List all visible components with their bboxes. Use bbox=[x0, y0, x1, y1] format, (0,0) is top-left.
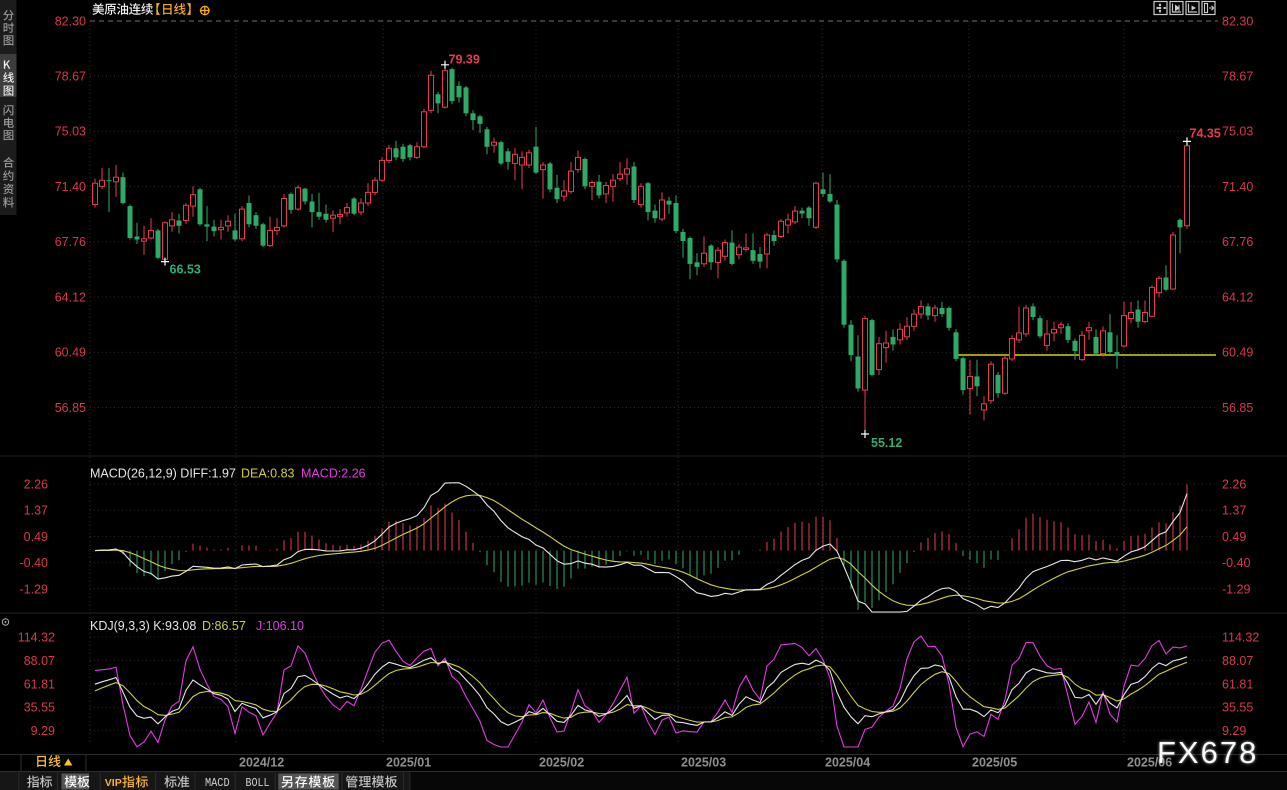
svg-text:82.30: 82.30 bbox=[55, 15, 86, 29]
svg-text:2025/01: 2025/01 bbox=[386, 756, 431, 770]
svg-text:74.35: 74.35 bbox=[1190, 127, 1221, 141]
svg-text:35.55: 35.55 bbox=[24, 701, 55, 715]
svg-text:61.81: 61.81 bbox=[24, 677, 55, 691]
svg-text:56.85: 56.85 bbox=[1222, 401, 1253, 415]
svg-text:78.67: 78.67 bbox=[55, 70, 86, 84]
svg-text:DEA:0.83: DEA:0.83 bbox=[241, 467, 295, 481]
svg-text:2.26: 2.26 bbox=[1222, 478, 1246, 492]
svg-text:82.30: 82.30 bbox=[1222, 15, 1253, 29]
svg-text:MACD:2.26: MACD:2.26 bbox=[301, 467, 366, 481]
svg-text:2024/12: 2024/12 bbox=[239, 756, 284, 770]
svg-text:71.40: 71.40 bbox=[55, 180, 86, 194]
svg-text:1.37: 1.37 bbox=[24, 504, 48, 518]
svg-text:J:106.10: J:106.10 bbox=[256, 619, 304, 633]
svg-text:9.29: 9.29 bbox=[31, 724, 55, 738]
svg-text:78.67: 78.67 bbox=[1222, 70, 1253, 84]
svg-text:0.49: 0.49 bbox=[24, 530, 48, 544]
svg-text:-0.40: -0.40 bbox=[20, 556, 49, 570]
svg-text:35.55: 35.55 bbox=[1222, 701, 1253, 715]
svg-text:88.07: 88.07 bbox=[24, 654, 55, 668]
svg-text:BOLL: BOLL bbox=[246, 777, 270, 790]
svg-text:2025/06: 2025/06 bbox=[1127, 756, 1172, 770]
svg-text:VIP: VIP bbox=[105, 777, 122, 789]
svg-text:64.12: 64.12 bbox=[55, 291, 86, 305]
svg-text:114.32: 114.32 bbox=[18, 631, 55, 645]
svg-text:60.49: 60.49 bbox=[1222, 346, 1253, 360]
svg-text:75.03: 75.03 bbox=[1222, 125, 1253, 139]
svg-text:75.03: 75.03 bbox=[55, 125, 86, 139]
svg-text:9.29: 9.29 bbox=[1222, 724, 1246, 738]
svg-text:67.76: 67.76 bbox=[1222, 235, 1253, 249]
svg-text:79.39: 79.39 bbox=[449, 53, 480, 67]
svg-text:0.49: 0.49 bbox=[1222, 530, 1246, 544]
svg-text:1.37: 1.37 bbox=[1222, 504, 1246, 518]
svg-text:88.07: 88.07 bbox=[1222, 654, 1253, 668]
svg-text:67.76: 67.76 bbox=[55, 235, 86, 249]
svg-text:2025/03: 2025/03 bbox=[681, 756, 726, 770]
svg-text:2025/05: 2025/05 bbox=[972, 756, 1017, 770]
svg-text:61.81: 61.81 bbox=[1222, 677, 1253, 691]
svg-text:2025/02: 2025/02 bbox=[539, 756, 584, 770]
svg-text:71.40: 71.40 bbox=[1222, 180, 1253, 194]
svg-text:55.12: 55.12 bbox=[871, 436, 902, 450]
svg-text:60.49: 60.49 bbox=[55, 346, 86, 360]
svg-text:-1.29: -1.29 bbox=[20, 582, 49, 596]
svg-text:D:86.57: D:86.57 bbox=[202, 619, 246, 633]
svg-text:66.53: 66.53 bbox=[170, 263, 201, 277]
svg-text:-0.40: -0.40 bbox=[1222, 556, 1251, 570]
svg-text:56.85: 56.85 bbox=[55, 401, 86, 415]
svg-text:114.32: 114.32 bbox=[1222, 631, 1259, 645]
svg-text:MACD(26,12,9) DIFF:1.97: MACD(26,12,9) DIFF:1.97 bbox=[90, 467, 236, 481]
svg-text:2.26: 2.26 bbox=[24, 478, 48, 492]
svg-text:KDJ(9,3,3) K:93.08: KDJ(9,3,3) K:93.08 bbox=[90, 619, 196, 633]
svg-text:-1.29: -1.29 bbox=[1222, 582, 1251, 596]
svg-text:64.12: 64.12 bbox=[1222, 291, 1253, 305]
svg-text:MACD: MACD bbox=[205, 777, 230, 790]
svg-text:2025/04: 2025/04 bbox=[825, 756, 870, 770]
